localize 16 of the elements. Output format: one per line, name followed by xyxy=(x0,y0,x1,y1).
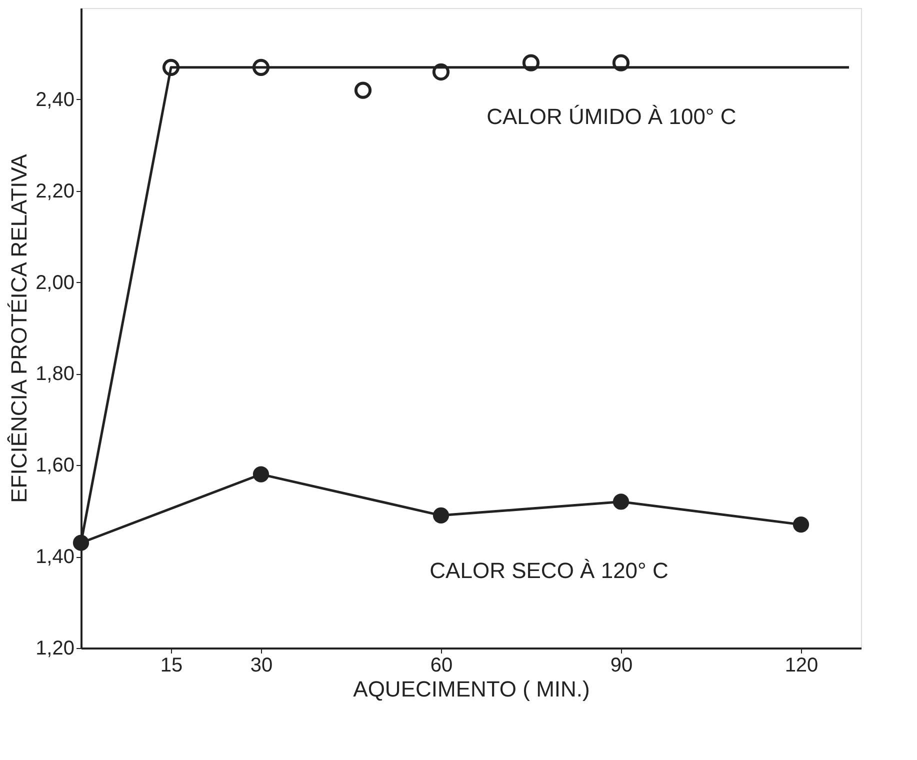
x-tick-label: 30 xyxy=(250,654,273,676)
y-tick-label: 2,20 xyxy=(36,180,74,202)
x-tick-label: 60 xyxy=(430,654,453,676)
y-tick-label: 1,80 xyxy=(36,363,74,386)
y-tick-label: 2,40 xyxy=(36,88,74,111)
y-tick-label: 2,00 xyxy=(36,272,74,294)
x-tick-label: 120 xyxy=(784,654,818,676)
annotation: CALOR SECO À 120° C xyxy=(430,558,668,584)
y-tick-label: 1,40 xyxy=(36,546,74,568)
y-tick-label: 1,60 xyxy=(36,454,74,477)
x-tick-label: 90 xyxy=(610,654,633,676)
x-axis-title: AQUECIMENTO ( MIN.) xyxy=(353,676,590,702)
y-axis-title: EFICIÊNCIA PROTÉICA RELATIVA xyxy=(6,154,32,503)
y-tick-label: 1,20 xyxy=(36,638,74,660)
x-tick-label: 15 xyxy=(160,654,183,676)
annotation: CALOR ÚMIDO À 100° C xyxy=(486,104,736,129)
